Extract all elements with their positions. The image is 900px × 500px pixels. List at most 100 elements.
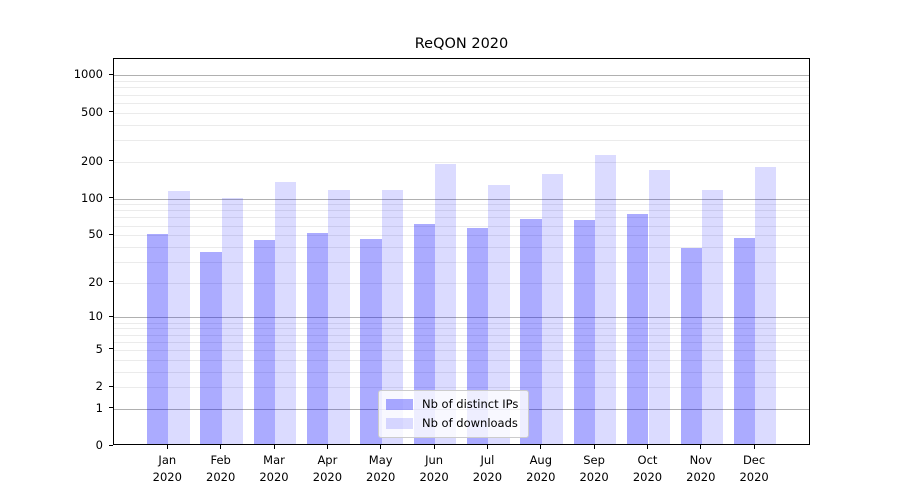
gridline-major — [114, 317, 809, 319]
y-tick-label: 20 — [88, 274, 103, 289]
x-tick-label-sep: Sep 2020 — [579, 453, 609, 484]
gridline-minor — [114, 261, 809, 263]
gridline-minor — [114, 282, 809, 284]
plot-area — [113, 58, 810, 445]
bar-distinct-ips-apr — [307, 233, 329, 444]
legend-swatch-downloads-icon — [386, 417, 413, 429]
y-axis: 0 1 2 5 10 20 50 100 200 500 1000 — [0, 58, 113, 452]
y-tick-mark — [109, 281, 113, 283]
x-tick-label-feb: Feb 2020 — [206, 453, 236, 484]
bar-distinct-ips-sep — [573, 220, 596, 444]
gridline-minor — [114, 161, 809, 163]
bar-downloads-aug — [541, 174, 564, 444]
x-tick-mark — [540, 445, 542, 449]
chart-title: ReQON 2020 — [414, 36, 509, 52]
gridline-minor — [114, 387, 809, 389]
y-tick-label: 2 — [95, 379, 103, 394]
x-tick-mark — [486, 445, 488, 449]
y-tick-mark — [109, 73, 113, 75]
bar-downloads-oct — [648, 170, 670, 444]
gridline-minor — [114, 341, 809, 343]
bar-distinct-ips-dec — [733, 237, 756, 444]
gridline-minor — [114, 94, 809, 96]
gridline-minor — [114, 124, 809, 126]
x-tick-mark — [220, 445, 222, 449]
x-tick-mark — [166, 445, 168, 449]
legend: Nb of distinct IPs Nb of downloads — [378, 390, 530, 438]
x-tick-label-may: May 2020 — [366, 453, 396, 484]
legend-item-downloads: Nb of downloads — [386, 416, 518, 430]
y-tick-label: 5 — [95, 341, 103, 356]
x-tick-label-oct: Oct 2020 — [632, 453, 663, 484]
gridline-minor — [114, 204, 809, 206]
y-tick-mark — [109, 444, 113, 446]
gridline-minor — [114, 235, 809, 237]
y-tick-mark — [109, 385, 113, 387]
x-tick-label-nov: Nov 2020 — [686, 453, 716, 484]
x-tick-mark — [273, 445, 275, 449]
bar-downloads-apr — [328, 190, 350, 444]
bar-distinct-ips-jun — [413, 223, 436, 444]
bar-downloads-mar — [275, 181, 297, 444]
y-tick-label: 10 — [88, 309, 103, 324]
bar-downloads-sep — [595, 155, 617, 444]
bar-distinct-ips-aug — [520, 218, 542, 444]
y-tick-mark — [109, 111, 113, 113]
bar-downloads-may — [381, 190, 403, 444]
x-axis: Jan 2020 Feb 2020 Mar 2020 Apr 2020 May 2020 Jun 20… — [113, 445, 810, 495]
gridline-minor — [114, 349, 809, 351]
gridline-major — [114, 75, 809, 77]
gridline-minor — [114, 246, 809, 248]
bar-distinct-ips-mar — [253, 239, 275, 444]
x-tick-mark — [593, 445, 595, 449]
bar-downloads-jan — [168, 191, 190, 444]
x-tick-label-jun: Jun 2020 — [419, 453, 449, 484]
x-tick-mark — [647, 445, 648, 449]
gridline-minor — [114, 102, 809, 104]
gridline-minor — [114, 328, 809, 330]
y-tick-label: 1000 — [73, 67, 103, 82]
bar-downloads-jun — [435, 164, 457, 444]
gridline-minor — [114, 225, 809, 227]
x-tick-label-mar: Mar 2020 — [259, 453, 289, 484]
x-tick-label-jul: Jul 2020 — [472, 453, 503, 484]
y-tick-mark — [109, 160, 113, 162]
gridline-minor — [114, 322, 809, 324]
gridline-minor — [114, 359, 809, 361]
y-tick-label: 50 — [88, 227, 103, 242]
y-tick-mark — [109, 348, 113, 350]
x-tick-mark — [326, 445, 328, 449]
gridline-minor — [114, 87, 809, 89]
x-tick-mark — [380, 445, 382, 449]
legend-label-distinct-ips: Nb of distinct IPs — [422, 397, 519, 411]
bar-distinct-ips-jan — [147, 234, 169, 444]
y-tick-mark — [109, 233, 113, 235]
bar-distinct-ips-nov — [680, 247, 702, 444]
bar-downloads-nov — [701, 190, 724, 444]
gridline-minor — [114, 371, 809, 373]
gridline-minor — [114, 139, 809, 141]
x-tick-label-jan: Jan 2020 — [152, 453, 182, 484]
gridline-minor — [114, 334, 809, 336]
legend-item-distinct-ips: Nb of distinct IPs — [386, 397, 518, 411]
x-tick-label-aug: Aug 2020 — [526, 453, 556, 484]
y-tick-label: 100 — [81, 190, 103, 205]
bar-downloads-dec — [755, 167, 777, 444]
gridline-major — [114, 198, 809, 200]
gridline-minor — [114, 112, 809, 114]
bar-distinct-ips-oct — [627, 213, 649, 444]
x-tick-label-apr: Apr 2020 — [312, 453, 343, 484]
gridline-minor — [114, 217, 809, 219]
y-tick-label: 1 — [95, 400, 103, 415]
x-tick-mark — [700, 445, 702, 449]
legend-label-downloads: Nb of downloads — [422, 416, 518, 430]
y-tick-label: 0 — [95, 438, 103, 452]
bar-downloads-feb — [221, 198, 243, 444]
y-tick-mark — [109, 197, 113, 198]
x-tick-mark — [433, 445, 435, 449]
y-tick-label: 500 — [81, 104, 103, 119]
bar-downloads-jul — [488, 184, 510, 444]
gridline-minor — [114, 210, 809, 212]
x-tick-mark — [753, 445, 755, 449]
